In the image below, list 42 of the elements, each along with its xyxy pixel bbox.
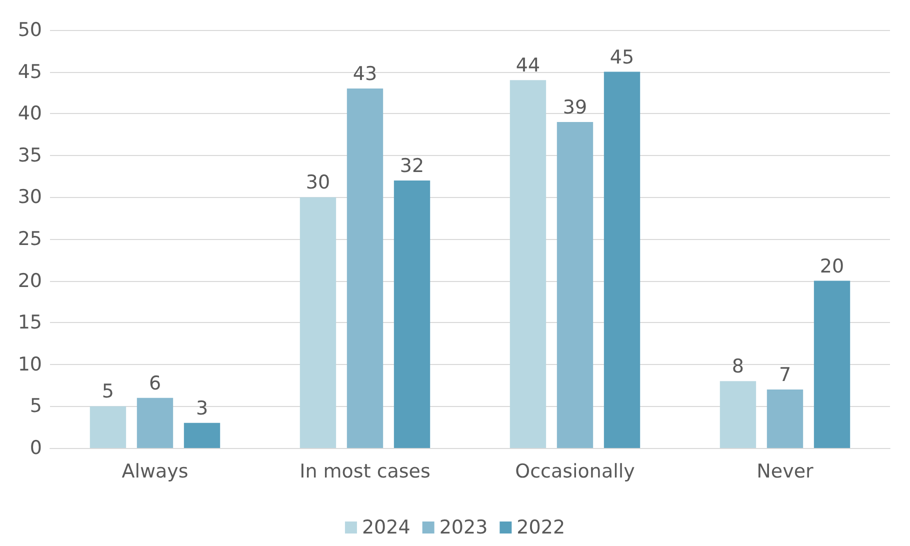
bar (814, 280, 850, 448)
data-label: 8 (732, 356, 744, 378)
y-tick-label: 30 (18, 186, 42, 208)
data-label: 30 (306, 172, 330, 194)
bar (604, 72, 640, 448)
y-tick-label: 35 (18, 144, 42, 166)
y-tick-label: 50 (18, 19, 42, 41)
bar (766, 389, 804, 448)
bar (184, 422, 220, 448)
data-label: 3 (196, 397, 208, 420)
data-label: 45 (610, 46, 634, 68)
bar (510, 80, 546, 448)
x-tick-label: In most cases (300, 460, 430, 482)
bar (90, 406, 126, 448)
y-tick-label: 0 (30, 437, 42, 459)
y-tick-label: 20 (18, 270, 42, 292)
data-label: 39 (562, 96, 588, 118)
bar (720, 381, 756, 448)
legend-label: 2022 (516, 516, 566, 538)
data-label: 5 (102, 380, 114, 403)
bar (556, 122, 594, 448)
data-label: 6 (148, 372, 162, 394)
data-label: 43 (352, 63, 378, 86)
x-tick-label: Occasionally (515, 460, 635, 482)
data-label: 7 (778, 364, 792, 386)
x-tick-label: Always (122, 460, 188, 482)
y-tick-label: 10 (18, 353, 42, 376)
bar (394, 180, 430, 448)
bar (136, 398, 174, 448)
bar (300, 197, 336, 448)
data-label: 44 (516, 54, 540, 77)
y-tick-label: 25 (18, 228, 42, 250)
y-tick-label: 45 (18, 60, 42, 83)
y-tick-label: 5 (30, 395, 42, 418)
y-tick-label: 15 (18, 312, 42, 334)
y-tick-label: 40 (18, 102, 42, 125)
data-label: 32 (400, 154, 424, 177)
x-tick-label: Never (756, 460, 814, 482)
legend-label: 2024 (362, 516, 410, 538)
legend-label: 2023 (439, 516, 488, 538)
bar (346, 88, 384, 448)
data-label: 20 (820, 255, 844, 278)
